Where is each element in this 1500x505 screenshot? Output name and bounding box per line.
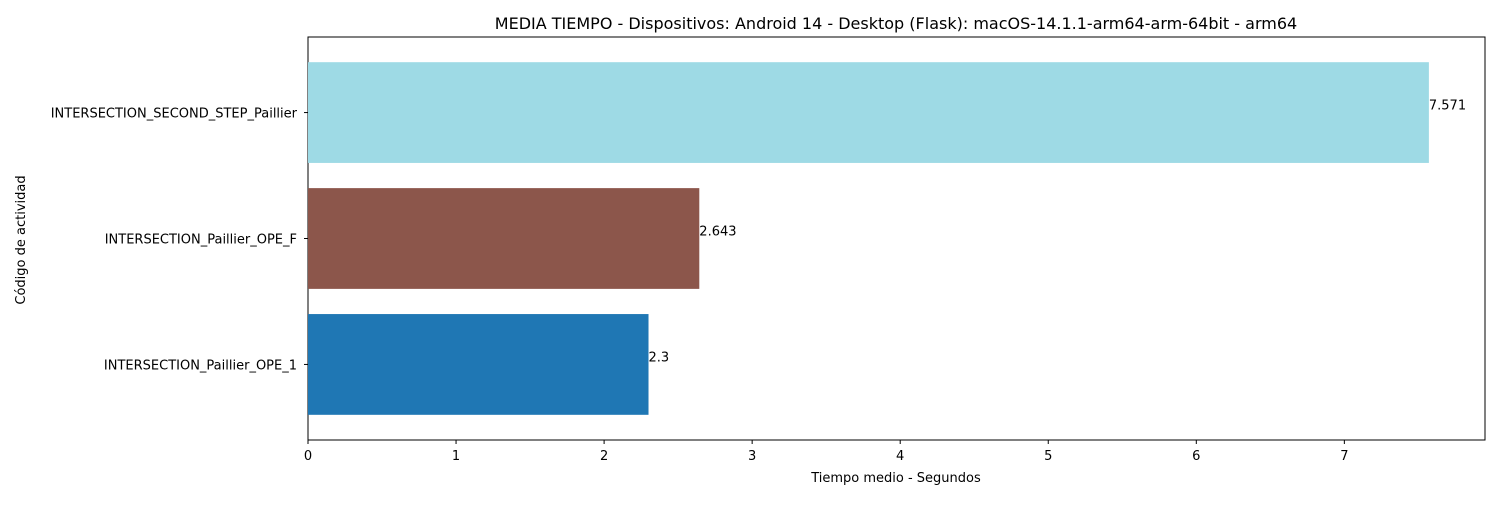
bar-1 bbox=[308, 314, 649, 415]
y-axis-label: Código de actividad bbox=[14, 175, 29, 304]
bar-value-label: 7.571 bbox=[1429, 99, 1466, 114]
y-tick-label: INTERSECTION_Paillier_OPE_F bbox=[105, 233, 297, 248]
x-tick-label: 1 bbox=[452, 449, 460, 464]
bar-value-label: 2.643 bbox=[699, 225, 736, 240]
x-tick-label: 7 bbox=[1340, 449, 1348, 464]
x-tick-label: 6 bbox=[1192, 449, 1200, 464]
x-tick-label: 3 bbox=[748, 449, 756, 464]
y-axis-ticks: INTERSECTION_Paillier_OPE_1 INTERSECTION_… bbox=[51, 107, 308, 373]
bar-3 bbox=[308, 62, 1429, 163]
chart-title: MEDIA TIEMPO - Dispositivos: Android 14 … bbox=[495, 14, 1297, 33]
y-tick-label: INTERSECTION_Paillier_OPE_1 bbox=[104, 358, 297, 373]
x-tick-label: 0 bbox=[304, 449, 312, 464]
x-axis-label: Tiempo medio - Segundos bbox=[810, 471, 981, 486]
bar-2 bbox=[308, 188, 700, 289]
bar-value-label: 2.3 bbox=[649, 350, 670, 365]
x-axis-ticks: 0 1 2 3 4 5 6 7 bbox=[304, 440, 1348, 464]
y-tick-label: INTERSECTION_SECOND_STEP_Paillier bbox=[51, 107, 298, 122]
x-tick-label: 4 bbox=[896, 449, 904, 464]
bars-layer: 2.3 2.643 7.571 bbox=[308, 62, 1466, 415]
x-tick-label: 5 bbox=[1044, 449, 1052, 464]
x-tick-label: 2 bbox=[600, 449, 608, 464]
